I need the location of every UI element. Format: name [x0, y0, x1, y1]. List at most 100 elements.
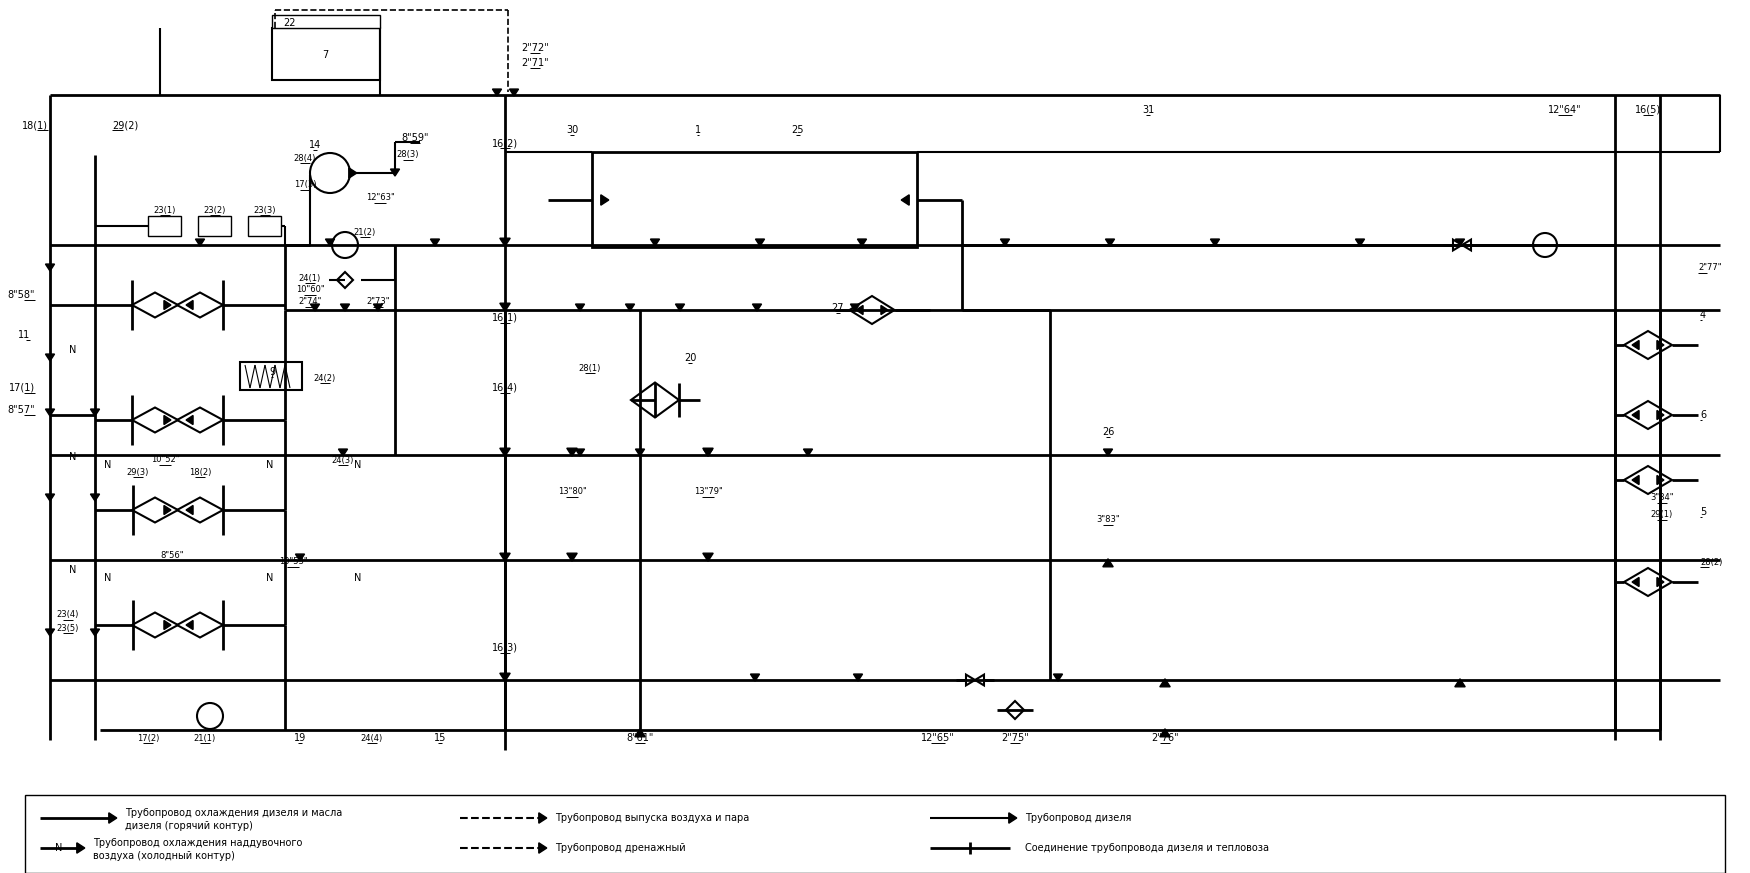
Polygon shape — [77, 842, 84, 853]
Text: 2"76": 2"76" — [1152, 733, 1180, 743]
Polygon shape — [676, 304, 684, 311]
Polygon shape — [177, 292, 222, 318]
Polygon shape — [131, 613, 178, 637]
Polygon shape — [966, 675, 975, 685]
Text: 30: 30 — [565, 125, 578, 135]
Polygon shape — [500, 303, 511, 311]
Polygon shape — [856, 306, 863, 314]
Polygon shape — [751, 674, 760, 681]
Text: 25: 25 — [791, 125, 805, 135]
Text: 16(3): 16(3) — [492, 643, 518, 653]
Text: 23(1): 23(1) — [154, 205, 177, 215]
Polygon shape — [632, 382, 679, 417]
Polygon shape — [854, 674, 863, 681]
Text: 19: 19 — [294, 733, 306, 743]
Polygon shape — [131, 408, 178, 432]
Polygon shape — [164, 621, 172, 629]
Text: N: N — [266, 573, 273, 583]
Text: N: N — [56, 843, 63, 853]
Polygon shape — [1624, 466, 1671, 494]
Polygon shape — [850, 304, 859, 311]
Text: 18(2): 18(2) — [189, 468, 212, 477]
Text: 3"83": 3"83" — [1096, 515, 1120, 525]
Polygon shape — [651, 239, 660, 246]
Circle shape — [310, 153, 350, 193]
Text: Трубопровод дренажный: Трубопровод дренажный — [555, 843, 686, 853]
Polygon shape — [1160, 729, 1171, 737]
Polygon shape — [1211, 239, 1220, 246]
Polygon shape — [849, 296, 894, 324]
Text: 16(1): 16(1) — [492, 313, 518, 323]
Polygon shape — [704, 449, 712, 456]
Polygon shape — [500, 553, 511, 561]
Polygon shape — [1633, 577, 1640, 587]
Text: 18(1): 18(1) — [23, 120, 47, 130]
Text: 13"79": 13"79" — [693, 487, 723, 497]
Text: 21(2): 21(2) — [354, 228, 376, 237]
Polygon shape — [1624, 401, 1671, 429]
Text: 26: 26 — [1102, 427, 1115, 437]
Polygon shape — [91, 494, 100, 501]
Polygon shape — [576, 304, 584, 311]
Text: 2"73": 2"73" — [366, 298, 390, 306]
Polygon shape — [752, 304, 761, 311]
Text: 2"77": 2"77" — [1698, 264, 1722, 272]
Text: 12"63": 12"63" — [366, 194, 394, 203]
Polygon shape — [430, 239, 439, 246]
Text: 23(5): 23(5) — [56, 623, 79, 633]
Text: 5: 5 — [1699, 507, 1706, 517]
Polygon shape — [635, 729, 646, 737]
Polygon shape — [704, 448, 714, 457]
Polygon shape — [326, 239, 334, 246]
Bar — [24, 795, 1726, 873]
Text: 13"80": 13"80" — [558, 487, 586, 497]
Polygon shape — [509, 89, 518, 96]
Polygon shape — [500, 238, 511, 246]
Polygon shape — [1461, 239, 1472, 251]
Polygon shape — [186, 505, 192, 514]
Text: 23(2): 23(2) — [203, 205, 226, 215]
Text: 9: 9 — [270, 367, 275, 377]
Polygon shape — [1104, 449, 1113, 456]
Polygon shape — [131, 292, 178, 318]
Polygon shape — [625, 304, 635, 311]
Text: 23(3): 23(3) — [254, 205, 276, 215]
Text: N: N — [70, 565, 77, 575]
Text: Соединение трубопровода дизеля и тепловоза: Соединение трубопровода дизеля и теплово… — [1026, 843, 1269, 853]
Text: 10"52": 10"52" — [150, 456, 178, 464]
Polygon shape — [164, 300, 172, 310]
Polygon shape — [567, 448, 578, 457]
Polygon shape — [600, 195, 609, 205]
Polygon shape — [492, 89, 502, 96]
Polygon shape — [500, 673, 511, 681]
Polygon shape — [1657, 410, 1664, 420]
Polygon shape — [1106, 239, 1115, 246]
Text: 2"72": 2"72" — [522, 43, 550, 53]
Text: 10"60": 10"60" — [296, 285, 324, 294]
Circle shape — [198, 703, 222, 729]
Text: 28(4): 28(4) — [294, 154, 317, 162]
Polygon shape — [1001, 239, 1010, 246]
Polygon shape — [901, 195, 910, 205]
Polygon shape — [338, 272, 354, 288]
Polygon shape — [539, 813, 546, 823]
Polygon shape — [338, 449, 348, 456]
Text: 21(1): 21(1) — [194, 733, 217, 743]
Text: 2"74": 2"74" — [298, 298, 322, 306]
Polygon shape — [1624, 331, 1671, 359]
Text: 17(1): 17(1) — [9, 383, 35, 393]
Text: N: N — [354, 460, 362, 470]
Polygon shape — [1657, 340, 1664, 349]
Polygon shape — [500, 448, 511, 457]
Polygon shape — [1633, 340, 1640, 349]
Polygon shape — [341, 304, 350, 311]
Text: воздуха (холодный контур): воздуха (холодный контур) — [93, 851, 235, 861]
Text: 11: 11 — [18, 330, 30, 340]
Polygon shape — [348, 168, 357, 178]
Text: N: N — [105, 573, 112, 583]
Text: 10"53": 10"53" — [278, 558, 308, 567]
Polygon shape — [373, 304, 383, 311]
Text: 8"56": 8"56" — [161, 551, 184, 560]
Text: 31: 31 — [1143, 105, 1155, 115]
Polygon shape — [1624, 568, 1671, 596]
